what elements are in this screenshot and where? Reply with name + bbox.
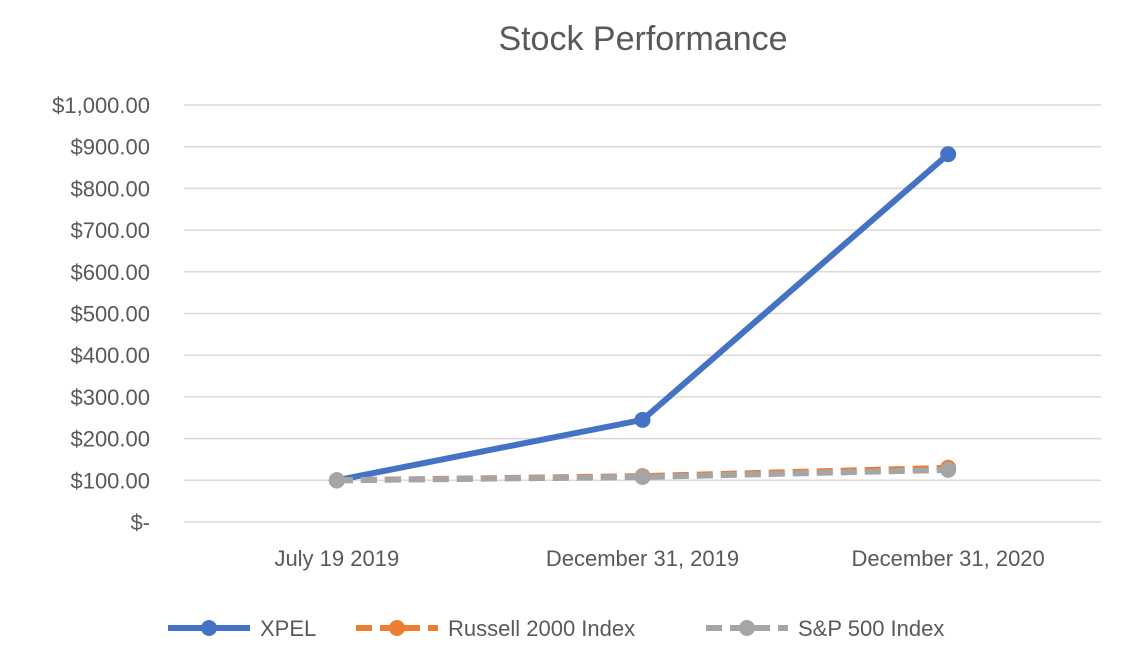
y-tick-label: $900.00: [70, 135, 150, 160]
series-lines: [328, 146, 957, 489]
legend-marker-xpel: [201, 620, 217, 636]
legend-label: XPEL: [260, 616, 316, 641]
legend-label: S&P 500 Index: [798, 616, 944, 641]
legend-item-russell-2000-index: Russell 2000 Index: [356, 616, 635, 641]
data-point-s-p-500-index: [940, 461, 957, 478]
series-line-xpel: [336, 151, 951, 484]
chart-title: Stock Performance: [498, 20, 787, 58]
data-point-xpel: [634, 411, 651, 428]
y-tick-label: $100.00: [70, 468, 150, 493]
series-xpel: [328, 146, 957, 489]
legend-item-s-p-500-index: S&P 500 Index: [706, 616, 944, 641]
series-line-s-p-500-index: [336, 466, 949, 484]
series-s-p-500-index: [328, 461, 957, 489]
legend-marker-s-p-500-index: [739, 620, 755, 636]
y-tick-label: $200.00: [70, 427, 150, 452]
y-tick-label: $500.00: [70, 302, 150, 327]
y-axis-tick-labels: $- $100.00 $200.00 $300.00 $400.00 $500.00 $60…: [52, 93, 150, 535]
data-point-s-p-500-index: [328, 472, 345, 489]
legend: XPEL Russell 2000 Index S&P 500 Index: [168, 616, 944, 641]
y-tick-label: $1,000.00: [52, 93, 150, 118]
y-tick-label: $-: [130, 510, 150, 535]
y-tick-label: $300.00: [70, 385, 150, 410]
y-tick-label: $400.00: [70, 343, 150, 368]
x-axis-tick-labels: July 19 2019 December 31, 2019 December 31…: [274, 546, 1044, 571]
data-point-xpel: [940, 146, 957, 163]
data-point-s-p-500-index: [634, 468, 651, 485]
x-tick-label: December 31, 2019: [546, 546, 739, 571]
x-tick-label: December 31, 2020: [852, 546, 1045, 571]
y-tick-label: $800.00: [70, 176, 150, 201]
legend-label: Russell 2000 Index: [448, 616, 635, 641]
y-tick-label: $700.00: [70, 218, 150, 243]
x-tick-label: July 19 2019: [274, 546, 399, 571]
legend-marker-russell-2000-index: [389, 620, 405, 636]
y-tick-label: $600.00: [70, 260, 150, 285]
legend-item-xpel: XPEL: [168, 616, 316, 641]
gridlines: [184, 104, 1101, 523]
